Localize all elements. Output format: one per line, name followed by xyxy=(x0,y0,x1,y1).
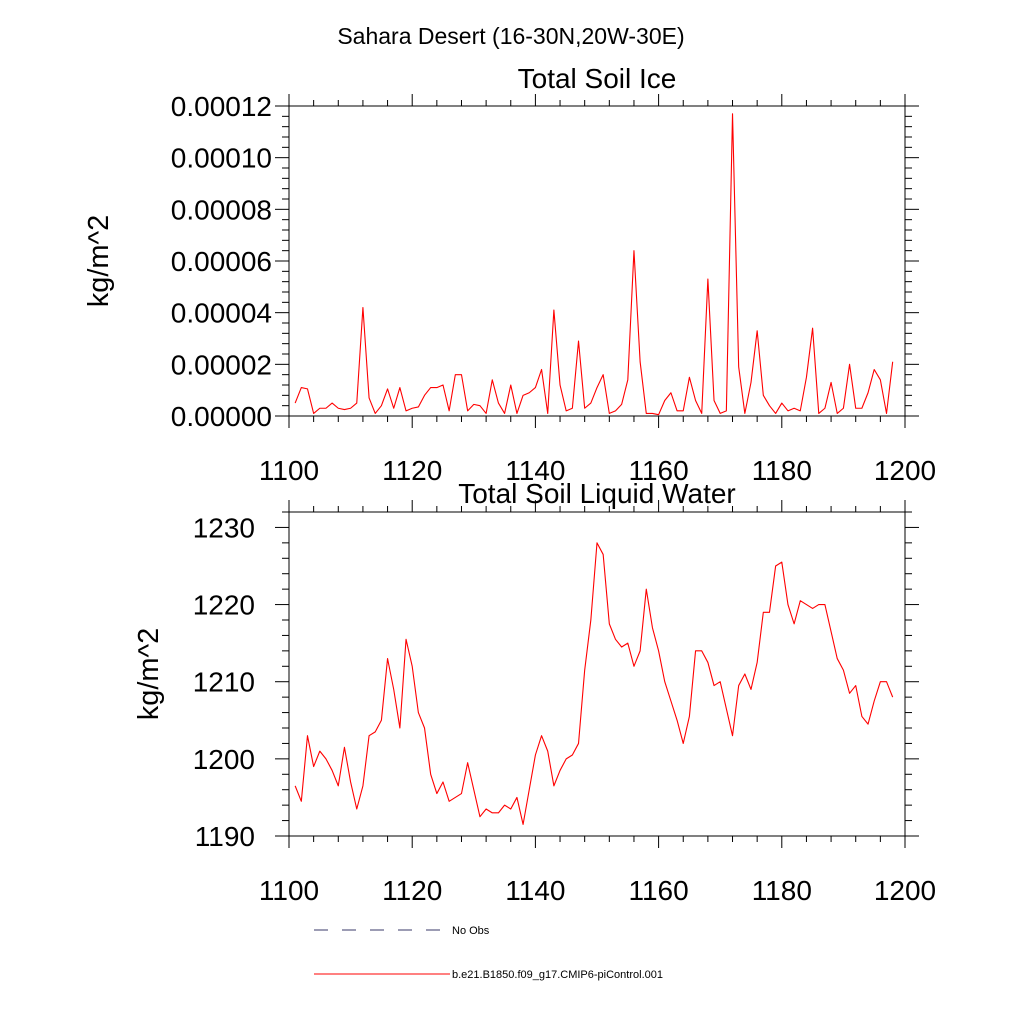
y-tick-label: 0.00004 xyxy=(171,298,272,329)
y-tick-label: 1230 xyxy=(193,512,255,543)
main-title: Sahara Desert (16-30N,20W-30E) xyxy=(337,23,684,49)
x-tick-label: 1200 xyxy=(874,455,936,486)
panels: 1100 1120 1140 1160 1180 1200 0.00000 0.00002 0.… xyxy=(83,63,936,906)
y-tick-label: 1210 xyxy=(193,667,255,698)
y-tick-label: 0.00008 xyxy=(171,194,272,225)
x-tick-label: 1140 xyxy=(505,875,565,906)
y-tick-label: 0.00006 xyxy=(171,246,272,277)
legend-label-no-obs: No Obs xyxy=(452,925,490,937)
y-axis-label: kg/m^2 xyxy=(133,628,165,721)
y-tick-label: 1190 xyxy=(195,821,255,852)
panel-title: Total Soil Ice xyxy=(518,63,677,94)
y-tick-label: 0.00010 xyxy=(171,143,272,174)
plot-frame xyxy=(288,105,906,417)
x-tick-label: 1160 xyxy=(628,455,688,486)
x-tick-label: 1120 xyxy=(382,875,442,906)
legend: No Obs b.e21.B1850.f09_g17.CMIP6-piContr… xyxy=(314,925,663,981)
x-tick-label: 1180 xyxy=(752,875,812,906)
x-tick-label: 1200 xyxy=(874,875,936,906)
x-tick-label: 1100 xyxy=(259,455,319,486)
x-tick-label: 1120 xyxy=(382,455,442,486)
chart-panel-2: 1100 1120 1140 1160 1180 1200 1190 1200 1210 1220… xyxy=(133,478,936,906)
x-tick-label: 1160 xyxy=(628,875,688,906)
series-line-1 xyxy=(294,542,894,825)
plot-frame xyxy=(288,511,906,837)
x-tick-label: 1100 xyxy=(259,875,319,906)
y-axis-label: kg/m^2 xyxy=(83,215,115,308)
y-tick-label: 0.00002 xyxy=(171,349,272,380)
x-tick-label: 1180 xyxy=(752,455,812,486)
y-tick-label: 0.00000 xyxy=(171,401,272,432)
chart-panel-1: 1100 1120 1140 1160 1180 1200 0.00000 0.00002 0.… xyxy=(83,63,936,486)
series-line-1 xyxy=(294,113,894,416)
legend-label-model: b.e21.B1850.f09_g17.CMIP6-piControl.001 xyxy=(452,969,663,981)
y-tick-label: 0.00012 xyxy=(171,91,272,122)
y-tick-label: 1200 xyxy=(193,744,255,775)
panel-title: Total Soil Liquid Water xyxy=(458,478,736,509)
y-tick-label: 1220 xyxy=(193,590,255,621)
x-tick-label: 1140 xyxy=(505,455,565,486)
